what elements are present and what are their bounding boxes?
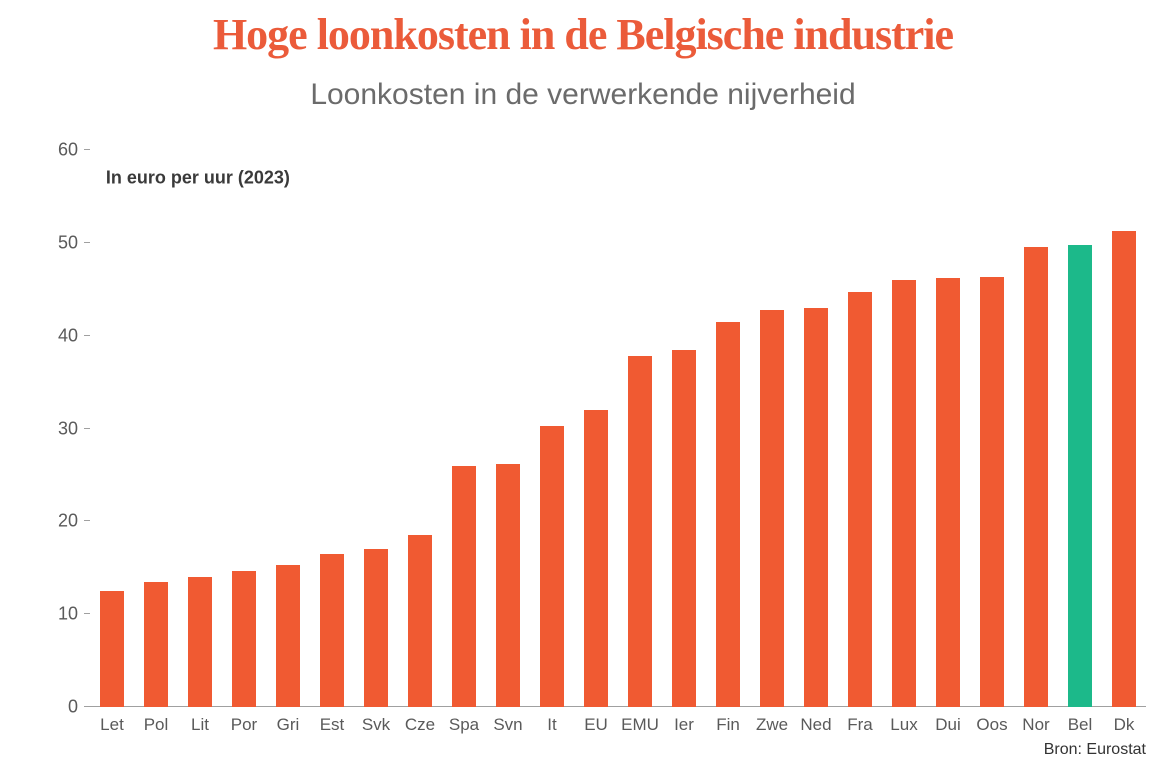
- y-tick-mark: [84, 613, 90, 614]
- y-tick-label: 60: [38, 140, 78, 161]
- bar-slot: Spa: [442, 150, 486, 707]
- x-tick-label: Svn: [493, 715, 522, 735]
- y-tick-label: 10: [38, 604, 78, 625]
- x-tick-label: Cze: [405, 715, 435, 735]
- bar-slot: Gri: [266, 150, 310, 707]
- y-tick-label: 20: [38, 511, 78, 532]
- chart-title: Hoge loonkosten in de Belgische industri…: [0, 12, 1166, 58]
- bar-slot: Lux: [882, 150, 926, 707]
- bar-slot: EU: [574, 150, 618, 707]
- chart-subtitle: Loonkosten in de verwerkende nijverheid: [0, 78, 1166, 112]
- bar-slot: Pol: [134, 150, 178, 707]
- x-tick-label: Zwe: [756, 715, 788, 735]
- x-tick-label: Gri: [277, 715, 300, 735]
- y-tick-label: 50: [38, 232, 78, 253]
- bar: [540, 426, 564, 707]
- bar-slot: Let: [90, 150, 134, 707]
- x-tick-label: Dui: [935, 715, 961, 735]
- x-tick-label: Dk: [1114, 715, 1135, 735]
- bar: [716, 322, 740, 707]
- bar-slot: Bel: [1058, 150, 1102, 707]
- y-tick-mark: [84, 242, 90, 243]
- bar: [1068, 245, 1092, 707]
- bar-slot: Ier: [662, 150, 706, 707]
- bar-slot: Svk: [354, 150, 398, 707]
- bar-slot: Zwe: [750, 150, 794, 707]
- y-tick-label: 40: [38, 325, 78, 346]
- bar: [892, 280, 916, 707]
- bar: [364, 549, 388, 707]
- bar: [584, 410, 608, 707]
- x-tick-label: Ier: [674, 715, 694, 735]
- bars-group: LetPolLitPorGriEstSvkCzeSpaSvnItEUEMUIer…: [90, 150, 1146, 707]
- bar-slot: Lit: [178, 150, 222, 707]
- x-tick-label: Nor: [1022, 715, 1049, 735]
- x-tick-label: Spa: [449, 715, 479, 735]
- bar: [408, 535, 432, 707]
- bar-slot: Ned: [794, 150, 838, 707]
- bar: [804, 308, 828, 707]
- bar: [1024, 247, 1048, 707]
- bar-slot: Por: [222, 150, 266, 707]
- x-tick-label: Let: [100, 715, 124, 735]
- bar-slot: Fra: [838, 150, 882, 707]
- x-tick-label: It: [547, 715, 556, 735]
- x-tick-label: Oos: [976, 715, 1007, 735]
- bar: [760, 310, 784, 707]
- bar-slot: It: [530, 150, 574, 707]
- bar-slot: Fin: [706, 150, 750, 707]
- x-tick-label: Lux: [890, 715, 917, 735]
- x-tick-label: Bel: [1068, 715, 1093, 735]
- x-tick-label: Lit: [191, 715, 209, 735]
- x-tick-label: Fin: [716, 715, 740, 735]
- y-tick-mark: [84, 335, 90, 336]
- bar-slot: Dui: [926, 150, 970, 707]
- y-tick-mark: [84, 706, 90, 707]
- bar-slot: Est: [310, 150, 354, 707]
- bar: [1112, 231, 1136, 707]
- plot-area: In euro per uur (2023) LetPolLitPorGriEs…: [90, 150, 1146, 707]
- bar: [848, 292, 872, 707]
- x-tick-label: EMU: [621, 715, 659, 735]
- bar-slot: Dk: [1102, 150, 1146, 707]
- bar: [980, 277, 1004, 707]
- bar: [276, 565, 300, 707]
- bar-slot: Oos: [970, 150, 1014, 707]
- x-tick-label: Por: [231, 715, 257, 735]
- bar: [320, 554, 344, 707]
- bar-slot: EMU: [618, 150, 662, 707]
- y-tick-label: 30: [38, 418, 78, 439]
- bar: [144, 582, 168, 707]
- bar-slot: Svn: [486, 150, 530, 707]
- bar-slot: Cze: [398, 150, 442, 707]
- x-tick-label: EU: [584, 715, 608, 735]
- bar: [188, 577, 212, 707]
- x-tick-label: Fra: [847, 715, 873, 735]
- bar: [232, 571, 256, 707]
- bar: [452, 466, 476, 707]
- bar-slot: Nor: [1014, 150, 1058, 707]
- bar: [936, 278, 960, 707]
- y-tick-mark: [84, 428, 90, 429]
- bar: [100, 591, 124, 707]
- bar: [628, 356, 652, 707]
- y-tick-mark: [84, 149, 90, 150]
- bar: [672, 350, 696, 707]
- y-tick-mark: [84, 520, 90, 521]
- bar: [496, 464, 520, 707]
- y-tick-label: 0: [38, 697, 78, 718]
- x-tick-label: Pol: [144, 715, 169, 735]
- x-tick-label: Svk: [362, 715, 390, 735]
- x-tick-label: Ned: [800, 715, 831, 735]
- chart-source: Bron: Eurostat: [1044, 741, 1146, 759]
- x-tick-label: Est: [320, 715, 345, 735]
- chart-container: Hoge loonkosten in de Belgische industri…: [0, 0, 1166, 767]
